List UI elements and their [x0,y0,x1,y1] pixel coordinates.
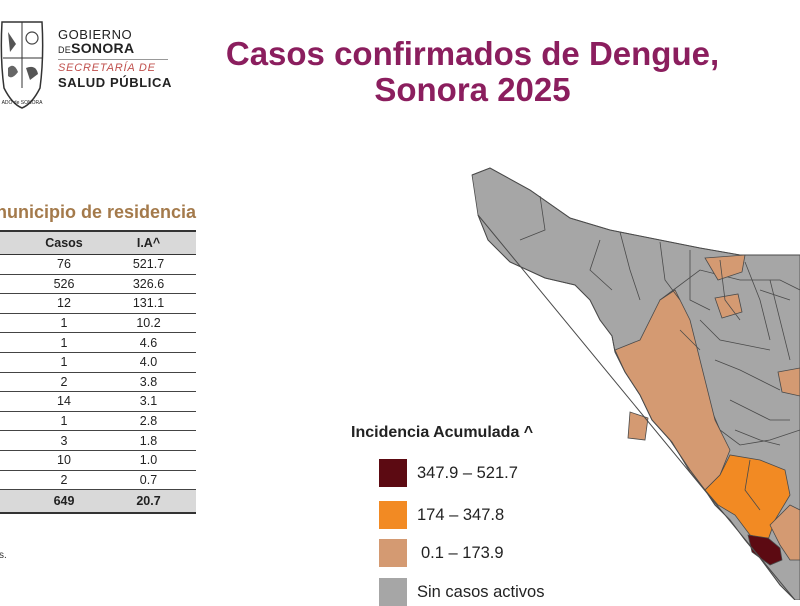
cell-casos: 3 [27,430,101,451]
cell-casos: 1 [27,352,101,373]
gov-line2: DESONORA [58,41,172,55]
gov-line4: SALUD PÚBLICA [58,75,172,90]
legend-item: Sin casos activos [379,578,544,606]
cases-table: Casos I.A^ 76 521.7 526 326.6 12 131.1 1 10.2 1 4… [0,230,196,515]
col-header-ia: I.A^ [101,230,196,255]
legend-swatch [379,501,407,529]
cell-municipio [0,372,27,393]
cell-ia: 1.0 [101,450,196,471]
cell-ia: 4.0 [101,352,196,373]
table-row: 1 4.0 [0,352,196,373]
legend-label: Sin casos activos [417,582,545,601]
cell-casos: 526 [27,274,101,295]
table-row: 1 10.2 [0,313,196,334]
legend-item: 347.9 – 521.7 [379,459,518,487]
cell-casos: 2 [27,372,101,393]
table-row: 1 2.8 [0,411,196,432]
cell-municipio [0,254,27,275]
cell-municipio [0,411,27,432]
cell-casos: 2 [27,470,101,491]
cell-municipio [0,450,27,471]
table-row: 526 326.6 [0,274,196,295]
cell-ia: 3.1 [101,391,196,412]
legend-title: Incidencia Acumulada ^ [351,424,534,441]
cell-municipio [0,391,27,412]
cell-ia: 10.2 [101,313,196,334]
table-row: 2 3.8 [0,372,196,393]
gov-line1: GOBIERNO [58,27,133,42]
gov-line3: SECRETARÍA DE [58,62,156,74]
map-region-coast-islet [627,411,649,441]
legend-item: 174 – 347.8 [379,501,504,529]
table-heading: nunicipio de residencia [0,202,197,222]
cell-ia: 1.8 [101,430,196,451]
col-header-municipio [0,230,27,255]
table-row: 2 0.7 [0,470,196,491]
col-header-casos: Casos [27,230,101,255]
cell-total-casos: 649 [27,489,101,515]
legend-label: 0.1 – 173.9 [421,543,504,562]
cell-municipio [0,430,27,451]
legend-item: 0.1 – 173.9 [379,539,504,567]
legend-swatch [379,578,407,606]
table-row: 3 1.8 [0,430,196,451]
title-line1: Casos confirmados de Dengue, [225,35,720,72]
table-row: 76 521.7 [0,254,196,275]
cell-casos: 12 [27,293,101,314]
cell-casos: 1 [27,313,101,334]
page-title: Casos confirmados de Dengue, Sonora 2025 [190,36,755,108]
cell-ia: 326.6 [101,274,196,295]
cell-ia: 4.6 [101,332,196,353]
table-row: 1 4.6 [0,332,196,353]
cell-ia: 521.7 [101,254,196,275]
cell-casos: 10 [27,450,101,471]
cell-municipio [0,313,27,334]
gov-sonora: SONORA [71,40,135,56]
table-row: 14 3.1 [0,391,196,412]
footnote: s. [0,550,7,561]
cell-casos: 14 [27,391,101,412]
map-municipal-borders [519,195,791,511]
cell-casos: 1 [27,411,101,432]
cell-municipio [0,332,27,353]
gov-divider [58,59,168,60]
cell-total-label [0,489,27,515]
map-region-south-strip [769,504,800,561]
legend-swatch [379,459,407,487]
cell-ia: 2.8 [101,411,196,432]
cell-municipio [0,470,27,491]
cell-municipio [0,293,27,314]
table-row: 12 131.1 [0,293,196,314]
government-branding: GOBIERNO DESONORA SECRETARÍA DE SALUD PÚ… [58,28,172,89]
legend-label: 347.9 – 521.7 [417,463,518,482]
map-region-north-b [714,293,743,319]
map-region-huatabampo [747,534,783,566]
table-row: 10 1.0 [0,450,196,471]
cell-ia: 3.8 [101,372,196,393]
sonora-incidence-map [471,167,800,600]
map-region-cajeme [704,454,791,541]
table-total-row: 649 20.7 [0,489,196,515]
title-line2: Sonora 2025 [374,71,571,108]
legend-label: 174 – 347.8 [417,505,505,524]
cell-casos: 76 [27,254,101,275]
map-state-border [471,167,800,600]
seal-caption: ADO de SONORA [2,100,44,106]
cell-total-ia: 20.7 [101,489,196,515]
cell-casos: 1 [27,332,101,353]
legend-swatch [379,539,407,567]
cell-ia: 0.7 [101,470,196,491]
map-region-east-a [777,367,800,397]
cell-municipio [0,274,27,295]
table-header-row: Casos I.A^ [0,230,196,255]
map-region-north-a [704,254,746,281]
cell-municipio [0,352,27,373]
sonora-seal-logo: ADO de SONORA [0,21,44,109]
gov-de: DE [58,45,72,55]
cell-ia: 131.1 [101,293,196,314]
